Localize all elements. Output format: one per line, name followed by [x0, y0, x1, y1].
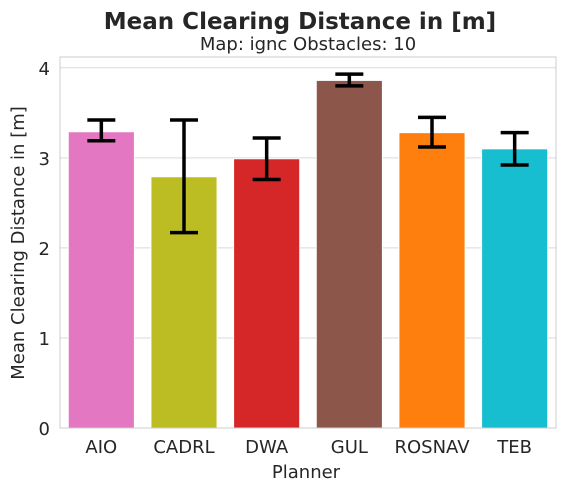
y-tick-label: 0	[39, 419, 50, 440]
bars	[67, 79, 549, 429]
error-bars	[87, 72, 529, 235]
x-tick-label: DWA	[245, 437, 289, 458]
y-tick-label: 1	[39, 329, 50, 350]
y-axis-label: Mean Clearing Distance in [m]	[8, 106, 29, 380]
bar-rosnav	[398, 132, 466, 429]
x-tick-label: GUL	[331, 437, 368, 458]
bar-teb	[481, 148, 549, 429]
plot-frame	[59, 56, 557, 429]
x-tick-labels: AIO CADRL DWA GUL ROSNAV TEB	[85, 437, 532, 458]
y-tick-label: 3	[39, 149, 50, 170]
x-axis-label: Planner	[272, 462, 341, 483]
y-tick-label: 4	[39, 59, 50, 80]
y-tick-label: 2	[39, 239, 50, 260]
x-tick-label: TEB	[496, 437, 532, 458]
bar-aio	[67, 131, 135, 429]
chart-title: Mean Clearing Distance in [m]	[104, 9, 496, 35]
y-tick-labels: 0 1 2 3 4	[39, 59, 50, 440]
chart-subtitle: Map: ignc Obstacles: 10	[200, 34, 416, 55]
x-tick-label: CADRL	[153, 437, 214, 458]
bar-dwa	[233, 158, 301, 429]
bar-gul	[315, 79, 383, 429]
x-tick-label: AIO	[85, 437, 117, 458]
x-tick-label: ROSNAV	[394, 437, 470, 458]
